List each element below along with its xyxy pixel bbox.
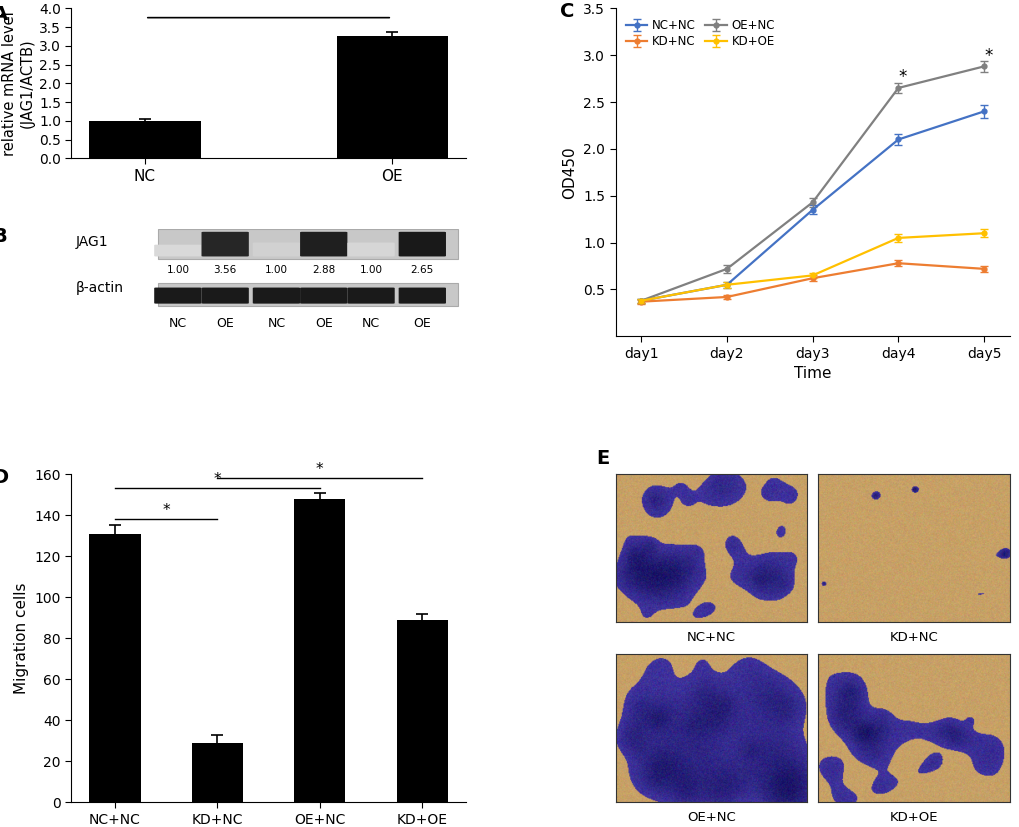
Text: OE: OE <box>216 317 233 330</box>
Bar <box>293 499 345 802</box>
FancyBboxPatch shape <box>347 242 394 256</box>
Text: OE: OE <box>413 317 431 330</box>
FancyBboxPatch shape <box>398 288 445 304</box>
FancyBboxPatch shape <box>154 288 202 304</box>
Text: B: B <box>0 227 7 246</box>
Text: *: * <box>213 472 221 487</box>
Legend: NC+NC, KD+NC, OE+NC, KD+OE: NC+NC, KD+NC, OE+NC, KD+OE <box>621 14 779 53</box>
Text: *: * <box>983 46 991 65</box>
FancyBboxPatch shape <box>398 232 445 256</box>
Text: *: * <box>162 503 170 518</box>
FancyBboxPatch shape <box>154 245 202 256</box>
Text: D: D <box>0 467 8 486</box>
Text: A: A <box>0 5 8 24</box>
Text: NC: NC <box>168 317 186 330</box>
FancyBboxPatch shape <box>202 288 249 304</box>
Y-axis label: Migration cells: Migration cells <box>14 582 29 694</box>
Bar <box>158 229 458 259</box>
Text: E: E <box>596 449 609 468</box>
FancyBboxPatch shape <box>202 232 249 256</box>
Bar <box>336 36 447 158</box>
Text: 2.65: 2.65 <box>411 265 433 275</box>
Text: KD+NC: KD+NC <box>889 631 937 643</box>
Text: OE: OE <box>315 317 332 330</box>
FancyBboxPatch shape <box>300 288 347 304</box>
FancyBboxPatch shape <box>300 232 347 256</box>
Text: 1.00: 1.00 <box>166 265 190 275</box>
Text: JAG1: JAG1 <box>75 235 108 249</box>
Text: *: * <box>316 461 323 476</box>
Text: NC: NC <box>267 317 285 330</box>
Text: NC+NC: NC+NC <box>686 631 735 643</box>
Text: *: * <box>898 68 906 86</box>
Bar <box>90 121 201 158</box>
Bar <box>158 283 458 306</box>
Text: 3.56: 3.56 <box>213 265 236 275</box>
Text: KD+OE: KD+OE <box>889 811 937 824</box>
Text: 1.00: 1.00 <box>360 265 382 275</box>
Bar <box>192 743 243 802</box>
Text: OE+NC: OE+NC <box>686 811 735 824</box>
Bar <box>90 533 141 802</box>
Text: β-actin: β-actin <box>75 281 123 295</box>
Text: C: C <box>559 2 574 21</box>
Y-axis label: relative mRNA level
(JAG1/ACTB): relative mRNA level (JAG1/ACTB) <box>2 11 35 155</box>
FancyBboxPatch shape <box>347 288 394 304</box>
Y-axis label: OD450: OD450 <box>562 146 577 198</box>
Bar <box>396 619 447 802</box>
FancyBboxPatch shape <box>253 242 300 256</box>
X-axis label: Time: Time <box>793 366 830 381</box>
FancyBboxPatch shape <box>253 288 300 304</box>
Text: 2.88: 2.88 <box>312 265 335 275</box>
Text: NC: NC <box>362 317 380 330</box>
Text: 1.00: 1.00 <box>265 265 287 275</box>
